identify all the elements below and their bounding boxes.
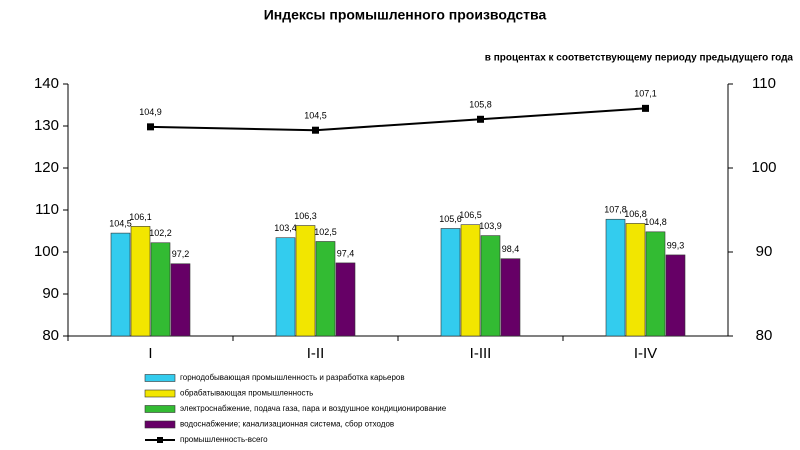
bar-value-label: 107,8 xyxy=(604,205,627,215)
chart-subtitle: в процентах к соответствующему периоду п… xyxy=(485,53,794,64)
line-marker xyxy=(147,123,154,131)
bar-value-label: 106,8 xyxy=(624,209,647,219)
bar xyxy=(150,242,171,337)
line-value-label: 104,9 xyxy=(139,107,162,117)
bar-value-label: 104,5 xyxy=(109,218,132,228)
bar-value-label: 103,4 xyxy=(274,223,297,233)
x-tick-label: I-II xyxy=(307,345,325,362)
bar xyxy=(170,263,191,337)
line-marker xyxy=(312,126,319,134)
bar xyxy=(625,223,646,337)
legend-marker xyxy=(157,437,163,443)
line-value-label: 104,5 xyxy=(304,111,327,121)
bar xyxy=(460,224,481,337)
x-tick-label: I xyxy=(148,345,152,362)
chart-title: Индексы промышленного производства xyxy=(264,7,547,23)
legend-label: водоснабжение; канализационная система, … xyxy=(180,420,394,429)
bar xyxy=(665,254,686,337)
line-value-label: 105,8 xyxy=(469,100,492,110)
legend-swatch xyxy=(144,374,176,382)
y-tick-label: 140 xyxy=(34,75,59,92)
bar-value-label: 97,4 xyxy=(337,248,355,258)
legend-swatch xyxy=(144,405,176,413)
line-marker xyxy=(477,115,484,123)
y-tick-label: 90 xyxy=(42,285,59,302)
bar-value-label: 102,2 xyxy=(149,228,172,238)
line xyxy=(150,107,646,132)
line-value-label: 107,1 xyxy=(634,89,657,99)
bar-value-label: 103,9 xyxy=(479,221,502,231)
bar-value-label: 105,6 xyxy=(439,214,462,224)
legend-label: горнодобывающая промышленность и разрабо… xyxy=(180,373,405,382)
bar xyxy=(605,218,626,337)
bar-value-label: 97,2 xyxy=(172,249,190,259)
bar-value-label: 106,5 xyxy=(459,210,482,220)
bar xyxy=(480,235,501,337)
bar-value-label: 106,3 xyxy=(294,211,317,221)
line-marker xyxy=(642,104,649,112)
bar-value-label: 102,5 xyxy=(314,227,337,237)
y-tick-label: 130 xyxy=(34,117,59,134)
bar xyxy=(500,258,521,337)
bar xyxy=(645,231,666,337)
bar xyxy=(110,232,131,337)
y2-tick-label: 90 xyxy=(756,243,773,260)
bar-value-label: 98,4 xyxy=(502,244,520,254)
bar-value-label: 104,8 xyxy=(644,217,667,227)
legend-swatch xyxy=(144,420,176,429)
y-tick-label: 100 xyxy=(34,243,59,260)
bar xyxy=(315,241,336,337)
legend-label: промышленность-всего xyxy=(180,435,268,444)
bar xyxy=(295,225,316,337)
bar xyxy=(275,237,296,337)
legend-label: электроснабжение, подача газа, пара и во… xyxy=(180,404,447,413)
y2-tick-label: 110 xyxy=(752,75,776,92)
y-tick-label: 80 xyxy=(42,327,59,344)
y-tick-label: 120 xyxy=(34,159,59,176)
y2-tick-label: 80 xyxy=(756,327,773,344)
legend-swatch xyxy=(144,389,176,398)
bar xyxy=(440,228,461,337)
bar xyxy=(130,226,151,337)
y2-tick-label: 100 xyxy=(751,159,776,176)
x-tick-label: I-III xyxy=(470,345,492,362)
y-tick-label: 110 xyxy=(35,201,59,218)
x-tick-label: I-IV xyxy=(634,345,657,362)
bar-value-label: 99,3 xyxy=(667,240,685,250)
bar xyxy=(335,262,356,337)
legend-label: обрабатывающая промышленность xyxy=(180,389,313,398)
bar-value-label: 106,1 xyxy=(129,212,152,222)
